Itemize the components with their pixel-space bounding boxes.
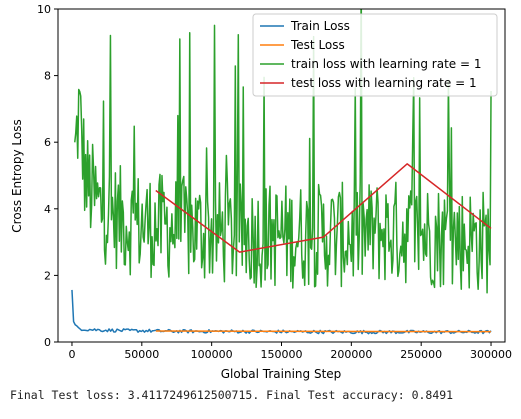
x-axis: 0 50000 100000 150000 200000 250000 300000	[68, 342, 512, 361]
legend-box	[252, 13, 498, 97]
series-line-1	[71, 289, 492, 335]
x-tick-label: 300000	[470, 348, 512, 361]
series-line-3	[74, 9, 492, 294]
series-line-4	[155, 163, 492, 253]
y-tick-label: 2	[44, 269, 51, 282]
y-tick-label: 8	[44, 70, 51, 83]
x-tick-label: 200000	[330, 348, 372, 361]
legend-label: Test Loss	[290, 38, 345, 52]
legend-label: train loss with learning rate = 1	[291, 57, 481, 71]
y-axis-label: Cross Entropy Loss	[10, 119, 24, 232]
legend-label: test loss with learning rate = 1	[291, 76, 477, 90]
x-tick-label: 0	[68, 348, 75, 361]
x-tick-label: 100000	[191, 348, 233, 361]
y-tick-label: 6	[44, 136, 51, 149]
legend-label: Train Loss	[290, 19, 350, 33]
x-tick-label: 250000	[400, 348, 442, 361]
y-axis: 0 2 4 6 8 10	[37, 3, 58, 349]
final-test-output: Final Test loss: 3.4117249612500715. Fin…	[10, 388, 454, 402]
y-tick-label: 0	[44, 336, 51, 349]
y-tick-label: 10	[37, 3, 51, 16]
series-line-2	[155, 330, 492, 333]
loss-chart: 0 50000 100000 150000 200000 250000 300000 0 2 4…	[10, 3, 512, 381]
x-tick-label: 50000	[124, 348, 159, 361]
x-axis-label: Global Training Step	[221, 367, 342, 381]
x-tick-label: 150000	[261, 348, 303, 361]
legend: Train Loss Test Loss train loss with learn…	[252, 13, 498, 97]
y-tick-label: 4	[44, 203, 51, 216]
plot-lines	[71, 9, 492, 335]
